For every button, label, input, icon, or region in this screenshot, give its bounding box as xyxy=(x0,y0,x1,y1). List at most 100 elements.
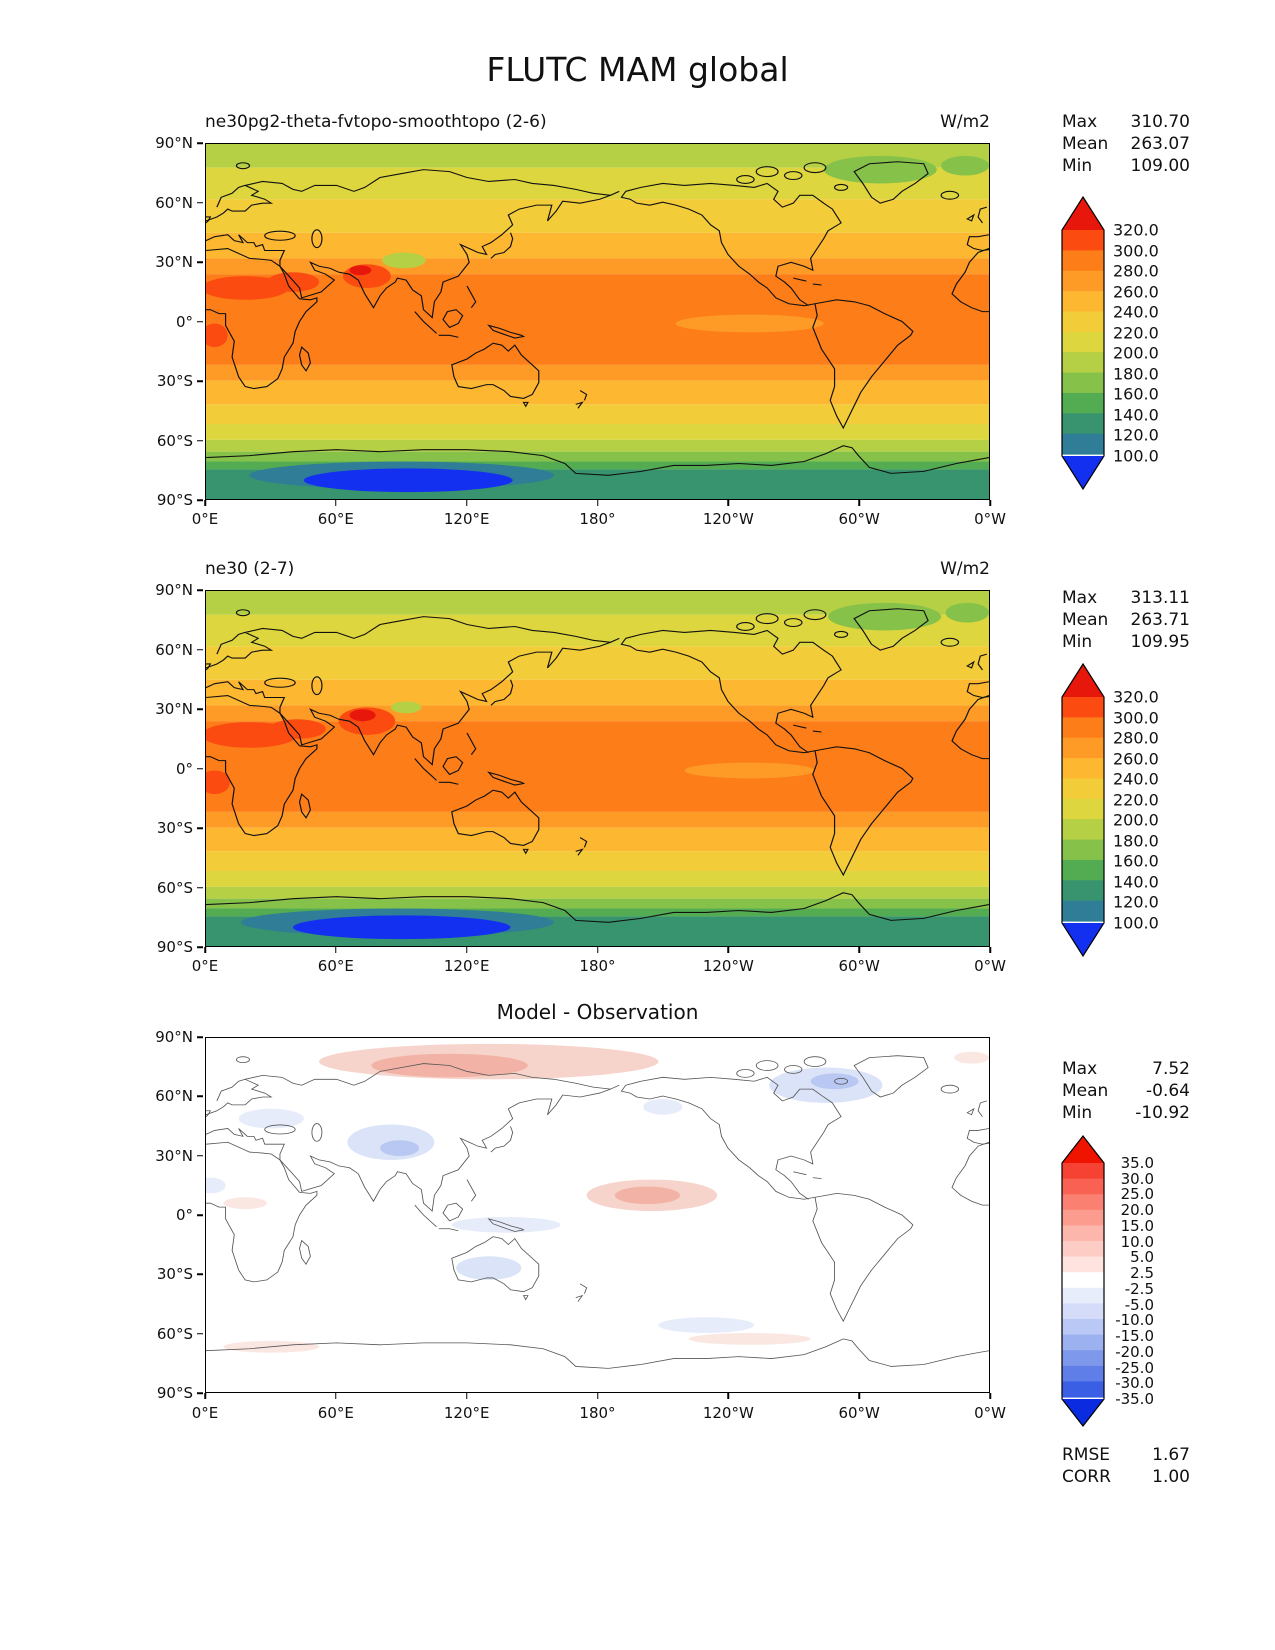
y-tick-mark: 30°N xyxy=(197,1154,203,1157)
y-tick-mark: 90°N xyxy=(197,1036,203,1038)
y-tick-mark: 30°N xyxy=(197,261,203,263)
colorbar-tick-label: -30.0 xyxy=(1115,1374,1154,1393)
colorbar-tick-label: 200.0 xyxy=(1113,810,1159,830)
panel1-map-field xyxy=(206,144,989,499)
y-tick-label: 60°N xyxy=(155,1087,193,1106)
stat-label: Min xyxy=(1062,632,1093,652)
stat-row-mean: Mean 263.71 xyxy=(1062,609,1190,631)
y-tick-label: 60°S xyxy=(156,878,193,897)
x-tick-mark: 120°E xyxy=(465,1393,468,1399)
x-tick-mark: 0°E xyxy=(204,1393,206,1399)
y-tick-label: 0° xyxy=(175,1206,193,1224)
panel2-map-field xyxy=(206,591,989,946)
colorbar-tick-label: 280.0 xyxy=(1113,728,1159,748)
colorbar-tick-label: 100.0 xyxy=(1113,913,1159,933)
y-tick-mark: 90°N xyxy=(197,142,203,144)
x-tick-label: 60°E xyxy=(317,510,354,528)
colorbar-tick-label: -35.0 xyxy=(1115,1390,1154,1408)
x-tick-mark: 0°W xyxy=(989,1393,991,1399)
panel1-x-axis-labels: 0°E 60°E 120°E 180° 120°W 60°W 0°W xyxy=(192,510,1006,528)
colorbar-tick-label: 180.0 xyxy=(1113,364,1159,384)
x-tick-mark: 0°W xyxy=(989,947,991,953)
y-tick-label: 60°S xyxy=(156,1324,193,1343)
colorbar-tick-label: 160.0 xyxy=(1113,851,1159,871)
y-tick-mark: 60°N xyxy=(197,1095,203,1098)
y-tick-label: 30°S xyxy=(156,372,193,390)
x-tick-mark: 120°W xyxy=(727,500,730,506)
y-tick-mark: 90°S xyxy=(197,1392,203,1394)
y-tick-mark: 60°S xyxy=(197,439,203,442)
y-tick-mark: 60°N xyxy=(197,648,203,651)
colorbar-tick-label: 240.0 xyxy=(1113,769,1159,789)
colorbar-tick-label: 300.0 xyxy=(1113,708,1159,728)
x-tick-label: 180° xyxy=(579,510,616,528)
y-tick-mark: 90°N xyxy=(197,589,203,591)
colorbar-tick-label: 20.0 xyxy=(1120,1201,1154,1220)
panel2-title: ne30 (2-7) xyxy=(205,559,295,579)
colorbar-tick-label: -15.0 xyxy=(1115,1327,1154,1346)
stat-label: Max xyxy=(1062,588,1098,608)
colorbar-tick-label: 200.0 xyxy=(1113,343,1159,363)
y-tick-label: 90°S xyxy=(156,1384,193,1402)
panel2-colorbar-labels: 320.0 300.0 280.0 260.0 240.0 220.0 200.0 180.0… xyxy=(1113,688,1183,933)
stat-value: -10.92 xyxy=(1135,1103,1190,1123)
y-tick-label: 90°N xyxy=(155,1028,193,1046)
panel2-x-tick-marks: 0°E 60°E 120°E 180° 120°W 60°W 0°W xyxy=(204,947,991,953)
stat-label: CORR xyxy=(1062,1467,1111,1487)
panel1-colorbar-labels: 320.0 300.0 280.0 260.0 240.0 220.0 200.0 180.0… xyxy=(1113,221,1183,466)
stat-row-min: Min 109.00 xyxy=(1062,155,1190,177)
stat-label: Max xyxy=(1062,1059,1098,1079)
colorbar-tick-label: 140.0 xyxy=(1113,405,1159,425)
x-tick-label: 120°E xyxy=(443,957,490,975)
x-tick-label: 180° xyxy=(579,957,616,975)
colorbar-tick-label: 220.0 xyxy=(1113,790,1159,810)
y-tick-mark: 90°S xyxy=(197,499,203,501)
stat-label: Mean xyxy=(1062,610,1109,630)
colorbar-tick-label: 320.0 xyxy=(1113,687,1159,707)
x-tick-mark: 60°E xyxy=(335,1393,337,1399)
y-tick-mark: 60°N xyxy=(197,201,203,204)
x-tick-label: 120°W xyxy=(702,510,754,528)
y-tick-label: 0° xyxy=(175,759,193,778)
y-tick-label: 0° xyxy=(175,312,193,331)
stat-value: 1.67 xyxy=(1152,1445,1190,1465)
x-tick-label: 120°E xyxy=(443,510,490,528)
y-tick-label: 60°N xyxy=(155,193,193,212)
x-tick-label: 120°E xyxy=(443,1404,490,1422)
y-tick-label: 30°S xyxy=(156,1265,193,1284)
panel3-map xyxy=(205,1037,990,1393)
colorbar-tick-label: 300.0 xyxy=(1113,241,1159,261)
y-tick-label: 30°N xyxy=(155,1146,193,1165)
stat-value: 263.71 xyxy=(1130,610,1190,630)
stat-value: -0.64 xyxy=(1146,1081,1190,1101)
stat-label: RMSE xyxy=(1062,1445,1111,1465)
panel3-title: Model - Observation xyxy=(496,1000,699,1024)
x-tick-label: 60°W xyxy=(838,1404,880,1422)
x-tick-mark: 120°E xyxy=(465,500,468,506)
y-tick-mark: 30°S xyxy=(197,380,203,382)
x-tick-mark: 180° xyxy=(596,947,599,953)
stat-value: 313.11 xyxy=(1130,588,1190,608)
colorbar-tick-label: -2.5 xyxy=(1124,1279,1154,1298)
colorbar-tick-label: 260.0 xyxy=(1113,749,1159,769)
y-tick-mark: 0° xyxy=(197,767,203,770)
panel1-map xyxy=(205,143,990,500)
colorbar-tick-label: 220.0 xyxy=(1113,323,1159,343)
panel1-units-label: W/m2 xyxy=(940,112,990,132)
panel3-map-field xyxy=(206,1038,989,1392)
panel3-y-axis-labels: 90°N 60°N 30°N 0° 30°S 60°S 90°S xyxy=(133,1028,193,1402)
x-tick-label: 0°E xyxy=(191,1404,219,1422)
y-tick-mark: 60°S xyxy=(197,886,203,889)
stat-value: 7.52 xyxy=(1152,1059,1190,1079)
y-tick-label: 30°N xyxy=(155,700,193,718)
x-tick-label: 0°W xyxy=(974,957,1006,975)
colorbar-tick-label: 120.0 xyxy=(1113,892,1159,912)
panel3-colorbar-labels: 35.0 30.0 25.0 20.0 15.0 10.0 5.0 2.5 -2.5 -5.0 -1… xyxy=(1094,1154,1154,1408)
x-tick-mark: 60°W xyxy=(858,947,860,953)
y-tick-label: 60°S xyxy=(156,431,193,450)
x-tick-mark: 180° xyxy=(596,500,599,506)
colorbar-tick-label: 25.0 xyxy=(1120,1185,1154,1204)
x-tick-mark: 0°W xyxy=(989,500,991,506)
panel1-x-tick-marks: 0°E 60°E 120°E 180° 120°W 60°W 0°W xyxy=(204,500,991,506)
